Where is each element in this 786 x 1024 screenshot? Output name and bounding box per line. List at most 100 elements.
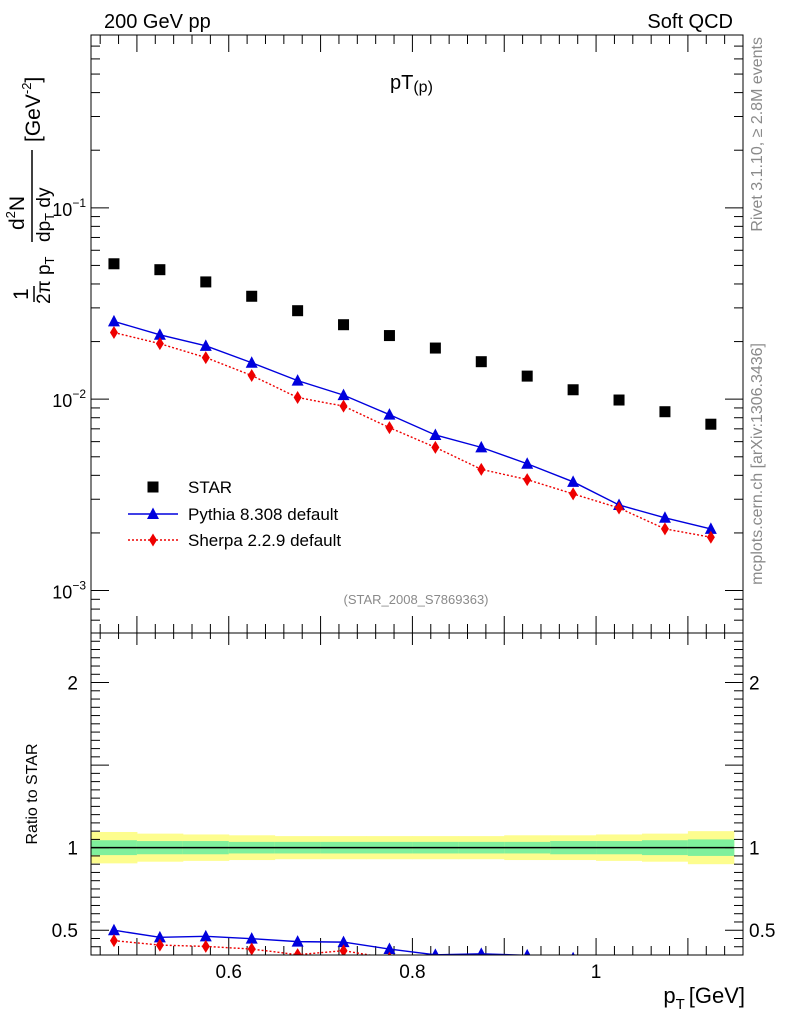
- data-point: [339, 399, 348, 413]
- data-point: [523, 473, 532, 487]
- data-point: [521, 370, 533, 382]
- ratio-point: [153, 930, 166, 943]
- data-point: [704, 522, 717, 534]
- y-tick-label-main: 10−2: [52, 387, 86, 411]
- ratio-point: [615, 961, 623, 974]
- data-point: [615, 501, 624, 515]
- x-axis-label: pT [GeV]: [663, 983, 745, 1013]
- legend-label: Pythia 8.308 default: [188, 505, 339, 524]
- legend-label: STAR: [188, 478, 232, 497]
- rivet-info: Rivet 3.1.10, ≥ 2.8M events: [749, 37, 766, 232]
- legend-marker: [147, 507, 159, 519]
- data-point: [108, 258, 120, 270]
- data-point: [660, 522, 669, 536]
- ratio-point: [571, 951, 575, 955]
- data-point: [429, 428, 442, 440]
- data-point: [429, 342, 441, 354]
- ratio-point: [293, 948, 302, 955]
- ratio-point: [659, 960, 671, 972]
- ratio-point: [523, 959, 531, 972]
- x-tick-label: 1: [591, 962, 602, 983]
- data-point: [705, 418, 717, 430]
- axis-tick-labels: 0.6 0.8 1 10−3 10−2 10−1 0.5 0.5 1 1 2 2: [52, 196, 776, 983]
- y-tick-label-ratio: 0.5: [52, 921, 78, 942]
- analysis-id: (STAR_2008_S7869363): [343, 592, 488, 607]
- ratio-point: [107, 923, 120, 936]
- data-point: [385, 421, 394, 435]
- plot-title: pT(p): [390, 72, 433, 96]
- data-point: [153, 328, 166, 340]
- data-point: [521, 457, 534, 469]
- data-point: [431, 440, 440, 454]
- data-point: [245, 356, 258, 368]
- y-label-2pipt: 2π pT: [34, 256, 57, 304]
- data-point: [199, 339, 212, 351]
- legend-marker: [147, 481, 159, 493]
- y-tick-label-ratio-right: 0.5: [749, 921, 775, 942]
- ratio-point: [431, 948, 439, 955]
- plot-title-sub: (p): [413, 79, 433, 96]
- ratio-line: [113, 929, 533, 955]
- category-label: Soft QCD: [647, 11, 733, 33]
- ratio-point: [339, 944, 348, 955]
- legend-label: Sherpa 2.2.9 default: [188, 531, 341, 550]
- axis-ticks: [91, 34, 743, 956]
- ratio-plot-frame: [90, 632, 744, 956]
- ratio-uncertainty-bands: [91, 831, 735, 865]
- data-point: [246, 290, 258, 302]
- y-axis-label-main: 1 2π pT d2N dpT dy [GeV-2]: [3, 77, 57, 304]
- data-point: [338, 319, 350, 331]
- y-axis-label-ratio: Ratio to STAR: [24, 743, 41, 844]
- ratio-point: [387, 951, 392, 955]
- data-point: [337, 388, 350, 401]
- legend: STAR Pythia 8.308 default Sherpa 2.2.9 def…: [128, 478, 341, 550]
- data-point: [201, 351, 210, 365]
- ratio-point: [337, 935, 350, 948]
- series-line: [113, 331, 711, 538]
- data-point: [475, 440, 488, 453]
- ratio-point: [707, 964, 715, 977]
- ratio-point: [245, 932, 258, 944]
- ratio-point: [201, 939, 210, 953]
- ratio-point: [155, 938, 164, 952]
- ratio-point: [431, 956, 439, 969]
- y-label-units: [GeV-2]: [19, 77, 45, 142]
- y-tick-label-main: 10−3: [52, 579, 86, 603]
- plot-title-main: pT: [390, 72, 413, 94]
- data-point: [569, 487, 578, 501]
- data-point: [706, 530, 715, 544]
- data-point: [247, 368, 256, 382]
- data-point: [567, 475, 580, 487]
- data-point: [293, 391, 302, 405]
- ratio-point: [661, 966, 669, 979]
- x-tick-label: 0.8: [399, 962, 425, 983]
- data-point: [477, 462, 486, 476]
- data-point: [200, 276, 212, 288]
- ratio-point: [705, 959, 717, 971]
- y-tick-label-main: 10−1: [52, 196, 86, 220]
- data-point: [107, 314, 120, 327]
- data-point: [383, 408, 396, 420]
- x-tick-label: 0.6: [216, 962, 242, 983]
- y-label-one: 1: [10, 288, 33, 300]
- ratio-point: [383, 942, 396, 955]
- y-tick-label-ratio-right: 1: [749, 839, 760, 860]
- data-point: [155, 337, 164, 351]
- ratio-point: [477, 947, 486, 955]
- energy-label: 200 GeV pp: [104, 11, 211, 33]
- main-plot-marks: [107, 258, 717, 544]
- data-point: [659, 406, 671, 418]
- data-point: [658, 511, 671, 523]
- ratio-point: [291, 935, 304, 947]
- data-point: [154, 264, 166, 276]
- data-point: [567, 384, 579, 396]
- y-tick-label-ratio-right: 2: [749, 674, 760, 695]
- ratio-point: [523, 948, 531, 955]
- y-tick-label-ratio: 2: [67, 674, 78, 695]
- y-label-d2n: d2N: [3, 196, 29, 230]
- ratio-plot-marks: [107, 923, 717, 979]
- ratio-point: [569, 959, 577, 972]
- ratio-point: [199, 929, 212, 942]
- data-point: [383, 330, 395, 342]
